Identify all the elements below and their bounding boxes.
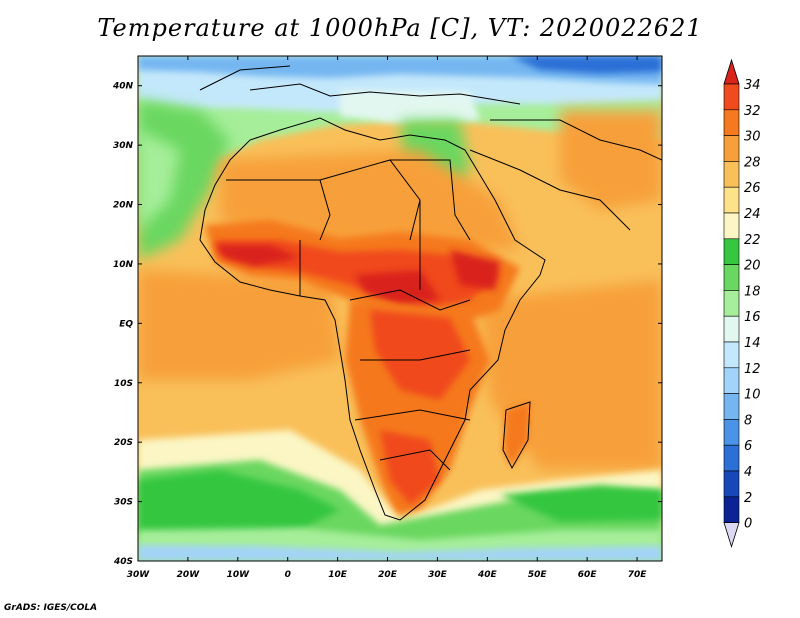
colorbar-level-label: 32 — [744, 104, 761, 119]
colorbar-segment — [723, 470, 740, 498]
x-tick-label: 10W — [227, 570, 251, 580]
colorbar-level-label: 30 — [744, 130, 761, 145]
colorbar-level-label: 8 — [744, 413, 752, 428]
x-tick-label: 30W — [127, 570, 151, 580]
colorbar-segment — [723, 315, 740, 343]
credit-label: GrADS: IGES/COLA — [4, 603, 98, 613]
x-axis-ticks: 30W 20W 10W 0 10E 20E 30E 40E 50E 60E 70E — [127, 56, 647, 580]
x-tick-label: 50E — [528, 570, 548, 580]
colorbar-level-label: 18 — [744, 284, 761, 299]
colorbar-level-label: 0 — [744, 517, 752, 532]
colorbar-segment — [723, 341, 740, 369]
colorbar-segment — [723, 135, 740, 162]
y-tick-label: 30N — [113, 141, 134, 151]
colorbar-level-label: 12 — [744, 362, 761, 377]
colorbar-level-label: 20 — [744, 259, 761, 274]
colorbar-segment — [723, 393, 740, 420]
y-tick-label: 40S — [113, 557, 133, 567]
y-tick-label: 30S — [114, 498, 133, 508]
map-frame — [137, 55, 663, 562]
colorbar-level-label: 28 — [744, 155, 761, 170]
y-tick-label: 20S — [114, 438, 133, 448]
colorbar-level-label: 22 — [744, 233, 761, 248]
y-tick-label: 20N — [113, 201, 134, 211]
x-tick-label: 20E — [378, 570, 398, 580]
colorbar-segment — [723, 496, 740, 523]
colorbar-level-label: 10 — [744, 388, 761, 403]
colorbar-segment — [723, 186, 740, 214]
colorbar-level-label: 6 — [744, 439, 752, 454]
colorbar-segment — [723, 212, 740, 240]
colorbar-segment — [723, 109, 740, 136]
colorbar-level-label: 34 — [744, 78, 761, 93]
colorbar-level-label: 4 — [744, 465, 752, 480]
colorbar-segment — [723, 290, 740, 317]
colorbar-segment — [723, 238, 740, 265]
y-axis-ticks: 40N 30N 20N 10N EQ 10S 20S 30S 40S — [112, 82, 662, 567]
x-tick-label: 30E — [428, 570, 448, 580]
colorbar-level-label: 26 — [744, 181, 761, 196]
x-tick-label: 20W — [177, 570, 201, 580]
colorbar-top-triangle — [723, 58, 740, 85]
temperature-field — [138, 56, 662, 561]
colorbar-segment — [723, 367, 740, 394]
colorbar-level-label: 14 — [744, 336, 761, 351]
colorbar-segment — [723, 264, 740, 291]
x-tick-label: 60E — [578, 570, 598, 580]
colorbar-segment — [723, 83, 740, 111]
x-tick-label: 70E — [628, 570, 648, 580]
y-tick-label: 10S — [114, 379, 133, 389]
x-tick-label: 10E — [328, 570, 348, 580]
y-tick-label: EQ — [119, 319, 133, 329]
colorbar-segment — [723, 161, 740, 188]
colorbar-bottom-triangle — [723, 522, 740, 548]
map-title: Temperature at 1000hPa [C], VT: 20200226… — [97, 14, 703, 42]
coastlines — [199, 65, 662, 521]
y-tick-label: 40N — [112, 82, 134, 92]
y-tick-label: 10N — [113, 260, 134, 270]
x-tick-label: 40E — [477, 570, 498, 580]
colorbar-segment — [723, 444, 740, 472]
colorbar-level-label: 24 — [744, 207, 761, 222]
x-tick-label: 0 — [285, 570, 291, 580]
colorbar-level-label: 2 — [744, 491, 752, 506]
colorbar-level-label: 16 — [744, 310, 761, 325]
colorbar-segment — [723, 419, 740, 446]
